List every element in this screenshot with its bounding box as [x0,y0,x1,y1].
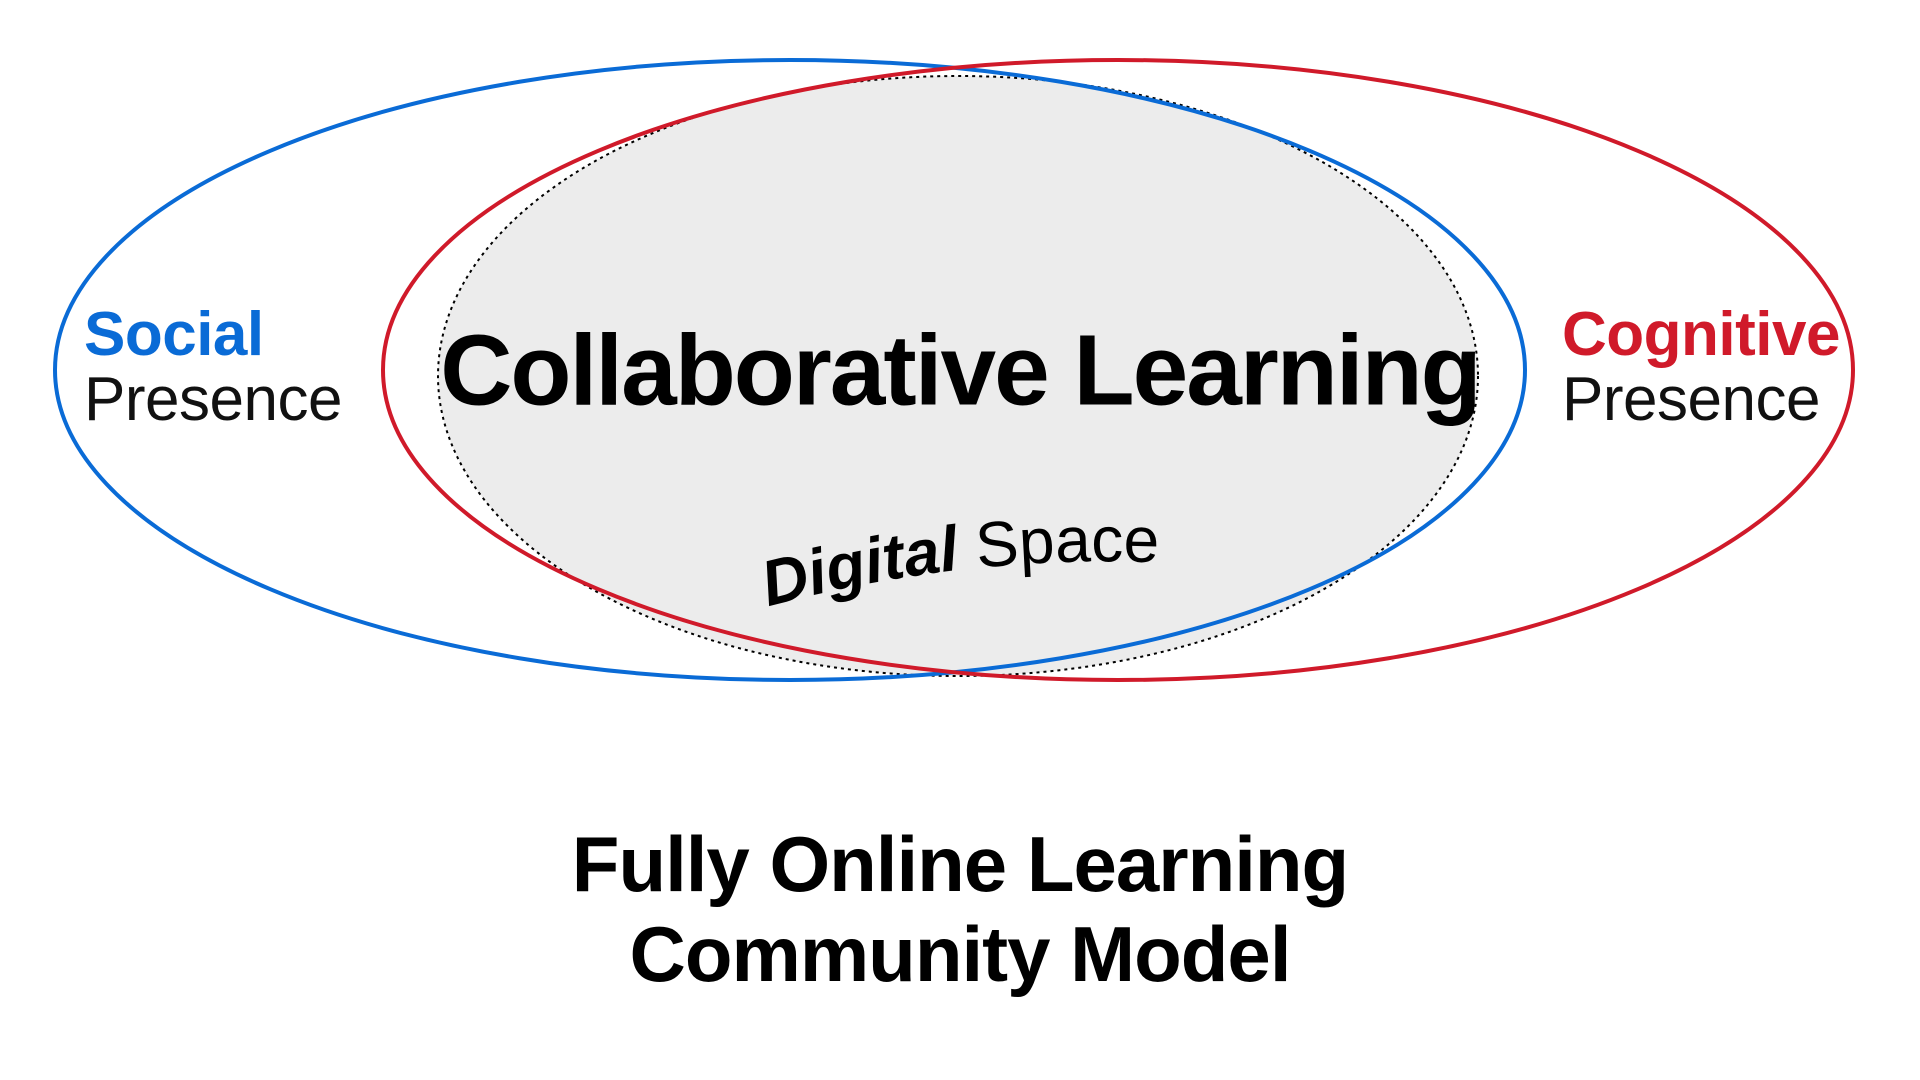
cognitive-presence-label: Cognitive Presence [1562,302,1840,432]
diagram-stage: Collaborative Learning Digital Space Soc… [0,0,1920,1080]
diagram-title: Fully Online Learning Community Model [0,820,1920,999]
social-word: Social [84,302,342,367]
social-presence-word: Presence [84,367,342,432]
title-line-1: Fully Online Learning [0,820,1920,910]
center-label: Collaborative Learning [440,314,1480,426]
space-word: Space [973,503,1161,581]
cognitive-word: Cognitive [1562,302,1840,367]
title-line-2: Community Model [0,910,1920,1000]
social-presence-label: Social Presence [84,302,342,432]
cognitive-presence-word: Presence [1562,367,1840,432]
